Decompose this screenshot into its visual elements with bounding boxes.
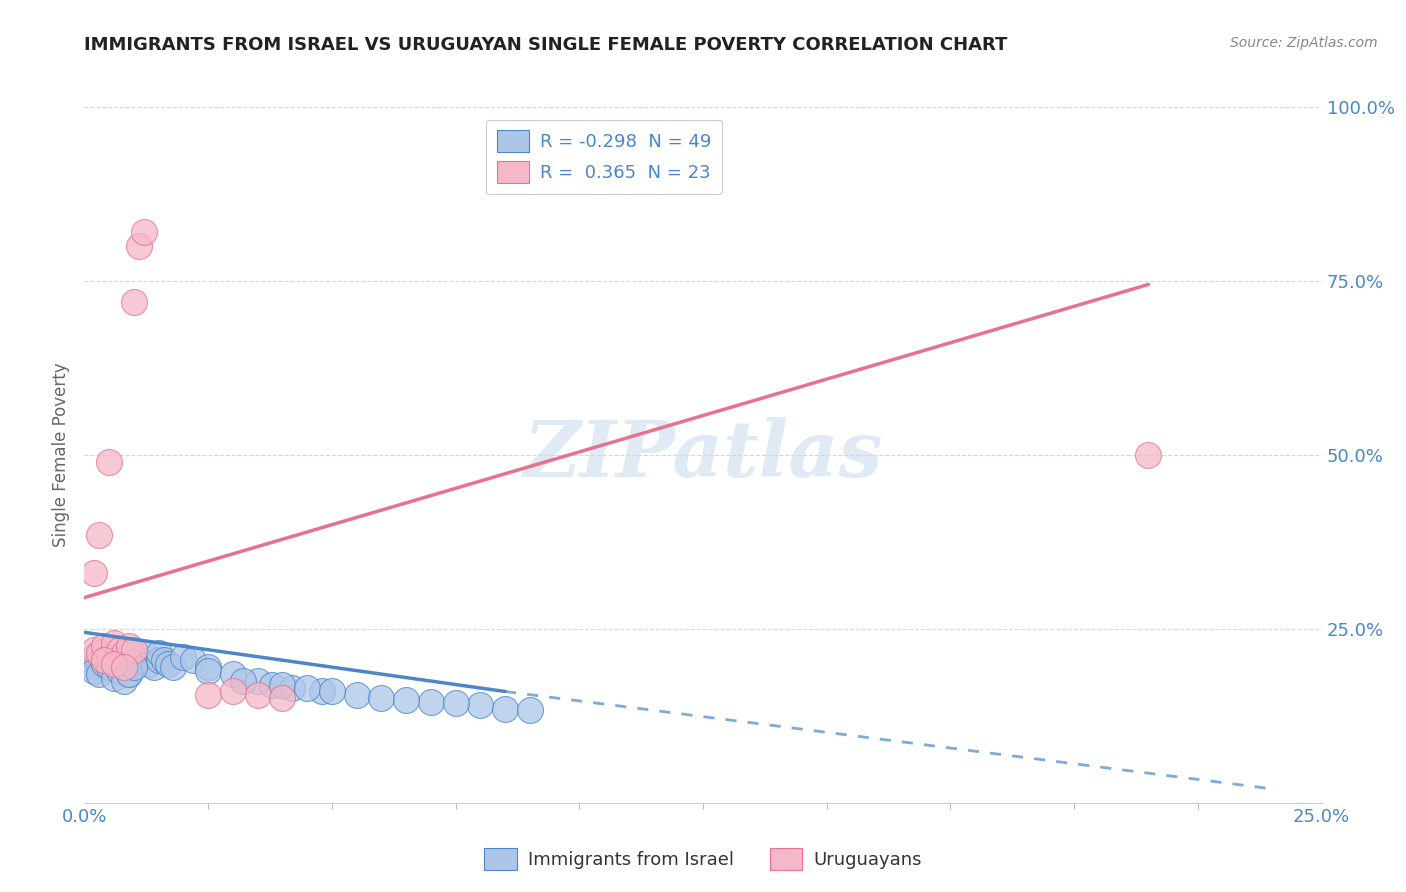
Point: [148, 653, 170, 667]
Point: [103, 671, 125, 685]
Text: IMMIGRANTS FROM ISRAEL VS URUGUAYAN SINGLE FEMALE POVERTY CORRELATION CHART: IMMIGRANTS FROM ISRAEL VS URUGUAYAN SING…: [84, 36, 1008, 54]
Point: [122, 657, 145, 671]
Point: [98, 649, 121, 664]
Point: [142, 660, 165, 674]
Point: [162, 660, 184, 674]
Point: [232, 674, 254, 689]
Point: [128, 239, 150, 253]
Point: [346, 688, 368, 702]
Point: [122, 660, 145, 674]
Point: [79, 657, 101, 671]
Point: [470, 698, 492, 713]
Point: [172, 649, 194, 664]
Point: [118, 639, 141, 653]
Point: [132, 225, 155, 239]
Point: [103, 657, 125, 671]
Point: [112, 674, 135, 689]
Point: [98, 455, 121, 469]
Point: [197, 664, 219, 678]
Point: [271, 691, 294, 706]
Point: [122, 642, 145, 657]
Point: [321, 684, 343, 698]
Point: [128, 653, 150, 667]
Point: [83, 566, 105, 581]
Point: [132, 646, 155, 660]
Text: Source: ZipAtlas.com: Source: ZipAtlas.com: [1230, 36, 1378, 50]
Point: [395, 693, 418, 707]
Point: [112, 646, 135, 660]
Point: [246, 688, 269, 702]
Point: [118, 667, 141, 681]
Point: [89, 646, 111, 660]
Point: [83, 664, 105, 678]
Point: [83, 642, 105, 657]
Legend: Immigrants from Israel, Uruguayans: Immigrants from Israel, Uruguayans: [477, 841, 929, 877]
Point: [93, 646, 115, 660]
Point: [262, 677, 284, 691]
Point: [103, 657, 125, 671]
Point: [93, 657, 115, 671]
Point: [281, 681, 304, 695]
Point: [494, 702, 516, 716]
Point: [93, 653, 115, 667]
Y-axis label: Single Female Poverty: Single Female Poverty: [52, 363, 70, 547]
Point: [444, 696, 467, 710]
Point: [519, 703, 541, 717]
Point: [271, 677, 294, 691]
Point: [157, 657, 180, 671]
Point: [89, 667, 111, 681]
Point: [181, 653, 204, 667]
Point: [108, 642, 131, 657]
Point: [370, 691, 392, 706]
Point: [98, 660, 121, 674]
Point: [108, 649, 131, 664]
Point: [93, 639, 115, 653]
Point: [108, 664, 131, 678]
Point: [103, 636, 125, 650]
Point: [112, 660, 135, 674]
Point: [148, 646, 170, 660]
Point: [89, 528, 111, 542]
Point: [222, 667, 245, 681]
Point: [89, 660, 111, 674]
Point: [138, 657, 160, 671]
Point: [246, 674, 269, 689]
Point: [118, 667, 141, 681]
Point: [295, 681, 318, 695]
Point: [197, 660, 219, 674]
Point: [122, 294, 145, 309]
Point: [1137, 448, 1160, 462]
Point: [311, 684, 333, 698]
Point: [222, 684, 245, 698]
Point: [152, 653, 174, 667]
Point: [112, 660, 135, 674]
Point: [197, 688, 219, 702]
Text: ZIPatlas: ZIPatlas: [523, 417, 883, 493]
Point: [83, 649, 105, 664]
Point: [98, 653, 121, 667]
Point: [419, 695, 441, 709]
